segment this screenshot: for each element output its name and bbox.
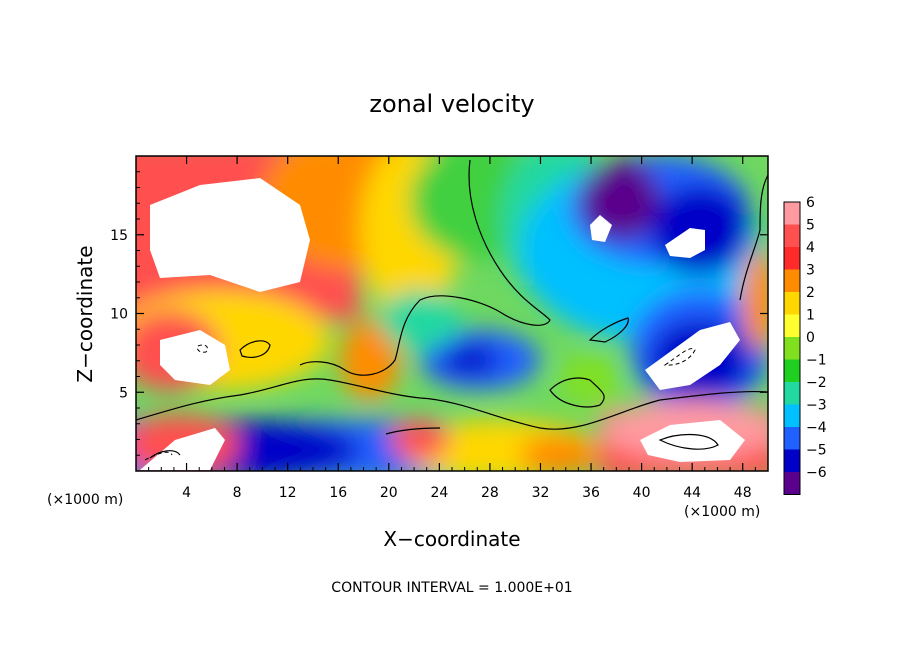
colorbar-segment <box>784 224 800 247</box>
colorbar-label: −5 <box>806 443 827 459</box>
x-tick-label: 40 <box>633 485 651 501</box>
x-axis-ticks: 4 8 12 16 20 24 28 32 36 40 44 48 <box>148 156 756 501</box>
x-tick-label: 8 <box>233 485 242 501</box>
x-tick-label: 44 <box>683 485 701 501</box>
colorbar-segment <box>784 449 800 472</box>
y-tick-label: 5 <box>119 385 128 401</box>
colorbar-label: 4 <box>806 240 815 256</box>
y-tick-label: 15 <box>110 228 128 244</box>
y-axis-label: Z−coordinate <box>73 245 97 382</box>
colorbar-segment <box>784 269 800 292</box>
colorbar-label: −2 <box>806 375 827 391</box>
heatmap-field <box>136 156 768 471</box>
colorbar-label: 3 <box>806 263 815 279</box>
x-tick-label: 12 <box>279 485 297 501</box>
x-tick-label: 48 <box>734 485 752 501</box>
colorbar-label: 1 <box>806 308 815 324</box>
colorbar-segment <box>784 472 800 495</box>
colorbar-segment <box>784 247 800 270</box>
colorbar-label: 6 <box>806 195 815 211</box>
x-tick-label: 24 <box>430 485 448 501</box>
colorbar-segment <box>784 337 800 360</box>
y-tick-label: 10 <box>110 307 128 323</box>
colorbar-segment <box>784 404 800 427</box>
x-tick-label: 20 <box>380 485 398 501</box>
colorbar-label: 2 <box>806 285 815 301</box>
x-tick-label: 32 <box>532 485 550 501</box>
x-tick-label: 28 <box>481 485 499 501</box>
x-unit-right: (×1000 m) <box>684 504 760 520</box>
colorbar-label: −6 <box>806 465 827 481</box>
colorbar-segment <box>784 427 800 450</box>
colorbar-frame <box>783 201 801 495</box>
colorbar-label: 0 <box>806 330 815 346</box>
colorbar-segment <box>784 292 800 315</box>
chart-title: zonal velocity <box>369 90 534 118</box>
colorbar-label: −3 <box>806 398 827 414</box>
contour-interval-note: CONTOUR INTERVAL = 1.000E+01 <box>331 580 572 596</box>
x-tick-label: 16 <box>329 485 347 501</box>
colorbar-segment <box>784 382 800 405</box>
colorbar-label: 5 <box>806 218 815 234</box>
colorbar-segment <box>784 314 800 337</box>
x-axis-label: X−coordinate <box>383 527 520 551</box>
x-tick-label: 4 <box>182 485 191 501</box>
y-axis-ticks: 5 10 15 <box>110 171 768 456</box>
colorbar-segment <box>784 202 800 225</box>
colorbar: 6 5 4 3 2 1 0 −1 −2 −3 −4 −5 −6 <box>783 195 827 495</box>
colorbar-label: −4 <box>806 420 827 436</box>
colorbar-segment <box>784 359 800 382</box>
x-unit-left: (×1000 m) <box>47 492 123 508</box>
colorbar-label: −1 <box>806 353 827 369</box>
x-tick-label: 36 <box>582 485 600 501</box>
